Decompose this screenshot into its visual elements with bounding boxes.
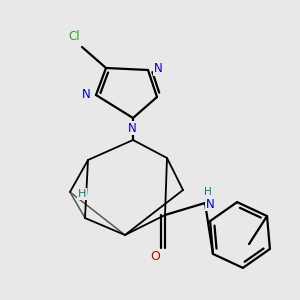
Text: H: H — [204, 187, 212, 197]
Text: Cl: Cl — [68, 31, 80, 44]
Text: H: H — [78, 189, 86, 199]
Text: N: N — [154, 62, 162, 76]
Text: N: N — [82, 88, 90, 100]
Text: O: O — [150, 250, 160, 263]
Text: N: N — [128, 122, 136, 134]
Text: N: N — [206, 197, 214, 211]
